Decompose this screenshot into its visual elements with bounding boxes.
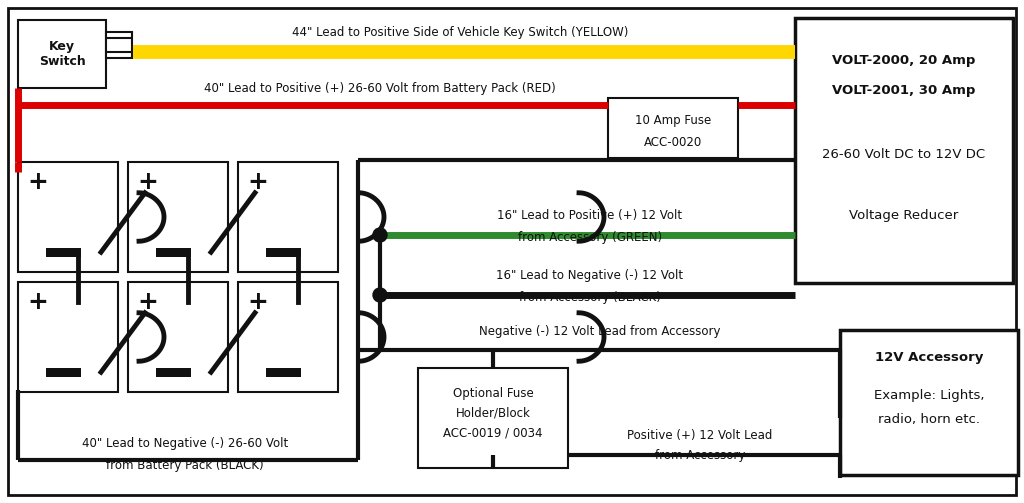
Bar bbox=[156, 368, 190, 377]
Bar bbox=[840, 330, 1018, 475]
Text: +: + bbox=[28, 170, 48, 194]
Text: from Battery Pack (BLACK): from Battery Pack (BLACK) bbox=[106, 459, 264, 471]
Text: ACC-0020: ACC-0020 bbox=[644, 135, 702, 148]
Text: +: + bbox=[137, 170, 159, 194]
Text: Holder/Block: Holder/Block bbox=[456, 406, 530, 420]
Bar bbox=[128, 162, 228, 272]
Text: +: + bbox=[248, 170, 268, 194]
Circle shape bbox=[373, 228, 387, 242]
Text: +: + bbox=[248, 290, 268, 314]
Circle shape bbox=[373, 288, 387, 302]
Text: Voltage Reducer: Voltage Reducer bbox=[849, 209, 958, 221]
Bar bbox=[265, 368, 300, 377]
Bar bbox=[18, 282, 118, 392]
Text: Example: Lights,: Example: Lights, bbox=[873, 388, 984, 401]
Text: 44" Lead to Positive Side of Vehicle Key Switch (YELLOW): 44" Lead to Positive Side of Vehicle Key… bbox=[292, 26, 628, 39]
Bar bbox=[18, 20, 106, 88]
Bar bbox=[265, 248, 300, 257]
Text: Positive (+) 12 Volt Lead: Positive (+) 12 Volt Lead bbox=[628, 429, 773, 442]
Text: 26-60 Volt DC to 12V DC: 26-60 Volt DC to 12V DC bbox=[822, 148, 985, 161]
Bar bbox=[608, 98, 738, 158]
Text: VOLT-2001, 30 Amp: VOLT-2001, 30 Amp bbox=[833, 83, 976, 97]
Text: from Accessory (GREEN): from Accessory (GREEN) bbox=[518, 230, 663, 243]
Text: 16" Lead to Positive (+) 12 Volt: 16" Lead to Positive (+) 12 Volt bbox=[498, 209, 683, 221]
Text: 16" Lead to Negative (-) 12 Volt: 16" Lead to Negative (-) 12 Volt bbox=[497, 269, 684, 282]
Bar bbox=[795, 18, 1013, 283]
Text: from Accessory (BLACK): from Accessory (BLACK) bbox=[519, 291, 660, 303]
Text: 10 Amp Fuse: 10 Amp Fuse bbox=[635, 114, 711, 126]
Text: Key
Switch: Key Switch bbox=[39, 40, 85, 68]
Bar bbox=[238, 162, 338, 272]
Text: 12V Accessory: 12V Accessory bbox=[874, 352, 983, 365]
Text: radio, horn etc.: radio, horn etc. bbox=[878, 413, 980, 427]
Bar bbox=[418, 368, 568, 468]
Text: 40" Lead to Positive (+) 26-60 Volt from Battery Pack (RED): 40" Lead to Positive (+) 26-60 Volt from… bbox=[204, 81, 556, 95]
Text: VOLT-2000, 20 Amp: VOLT-2000, 20 Amp bbox=[833, 53, 976, 66]
Text: Optional Fuse: Optional Fuse bbox=[453, 386, 534, 399]
Bar bbox=[128, 282, 228, 392]
Bar bbox=[106, 32, 132, 58]
Text: from Accessory: from Accessory bbox=[654, 449, 745, 461]
Text: ACC-0019 / 0034: ACC-0019 / 0034 bbox=[443, 427, 543, 440]
Bar bbox=[156, 248, 190, 257]
Text: 40" Lead to Negative (-) 26-60 Volt: 40" Lead to Negative (-) 26-60 Volt bbox=[82, 437, 288, 450]
Bar bbox=[45, 248, 81, 257]
Text: +: + bbox=[137, 290, 159, 314]
Text: Negative (-) 12 Volt Lead from Accessory: Negative (-) 12 Volt Lead from Accessory bbox=[479, 325, 721, 339]
Text: +: + bbox=[28, 290, 48, 314]
Bar bbox=[238, 282, 338, 392]
Bar bbox=[18, 162, 118, 272]
Bar bbox=[45, 368, 81, 377]
